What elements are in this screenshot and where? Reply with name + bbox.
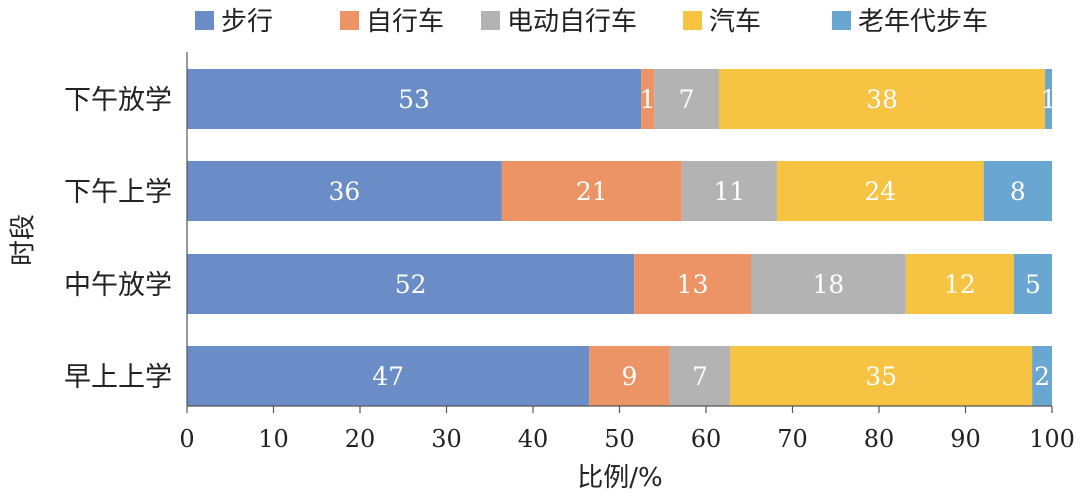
bar-segment-2-4 xyxy=(776,161,984,221)
data-label-3-1: 52 xyxy=(395,270,427,299)
bar-segment-1-5 xyxy=(1045,69,1052,129)
category-label-4: 早上上学 xyxy=(64,362,172,393)
bar-segment-4-5 xyxy=(1032,346,1052,406)
data-label-1-4: 38 xyxy=(866,85,898,114)
bar-segment-2-5 xyxy=(983,161,1052,221)
x-tick-label-8: 70 xyxy=(777,425,808,453)
data-label-3-2: 13 xyxy=(677,270,709,299)
category-label-2: 下午上学 xyxy=(64,177,172,208)
data-label-2-4: 24 xyxy=(864,177,896,206)
bar-segment-4-1 xyxy=(187,346,590,406)
data-label-3-5: 5 xyxy=(1025,270,1041,299)
x-tick-label-5: 40 xyxy=(518,425,549,453)
bar-segment-3-3 xyxy=(750,254,906,314)
bar-segment-1-4 xyxy=(718,69,1046,129)
data-label-4-2: 9 xyxy=(621,362,637,391)
bar-segment-4-4 xyxy=(730,346,1033,406)
x-tick-label-11: 100 xyxy=(1029,425,1075,453)
x-tick-label-9: 80 xyxy=(864,425,895,453)
bar-segment-1-1 xyxy=(187,69,642,129)
legend: 步行 自行车 电动自行车 汽车 老年代步车 xyxy=(195,7,988,37)
data-label-4-1: 47 xyxy=(372,362,404,391)
legend-label-1: 步行 xyxy=(221,7,273,37)
legend-swatch-5 xyxy=(832,11,851,30)
bar-segment-1-2 xyxy=(641,69,655,129)
legend-label-5: 老年代步车 xyxy=(858,7,988,37)
data-label-1-5: 1 xyxy=(1041,85,1057,114)
category-label-3: 中午放学 xyxy=(64,270,172,301)
legend-label-3: 电动自行车 xyxy=(507,7,637,37)
y-axis-title: 时段 xyxy=(9,214,39,266)
data-label-4-3: 7 xyxy=(692,362,708,391)
data-label-2-1: 36 xyxy=(329,177,361,206)
bar-segment-4-2 xyxy=(589,346,670,406)
bar-segment-3-1 xyxy=(187,254,635,314)
legend-swatch-2 xyxy=(340,11,359,30)
data-label-3-3: 18 xyxy=(812,270,844,299)
bar-segment-2-3 xyxy=(681,161,777,221)
legend-label-2: 自行车 xyxy=(366,7,444,37)
bar-segment-3-5 xyxy=(1013,254,1052,314)
x-axis: 0 10 20 30 40 50 60 70 80 90 100 xyxy=(179,52,1075,453)
legend-label-4: 汽车 xyxy=(709,7,761,37)
data-label-2-5: 8 xyxy=(1010,177,1026,206)
bar-segment-2-1 xyxy=(187,161,502,221)
data-label-3-4: 12 xyxy=(944,270,976,299)
data-label-4-4: 35 xyxy=(865,362,897,391)
data-label-1-1: 53 xyxy=(398,85,430,114)
bar-segment-1-3 xyxy=(654,69,719,129)
x-axis-title: 比例/% xyxy=(577,463,662,493)
legend-swatch-3 xyxy=(481,11,500,30)
x-tick-label-1: 0 xyxy=(179,425,194,453)
data-label-1-3: 7 xyxy=(679,85,695,114)
data-label-1-2: 1 xyxy=(640,85,656,114)
data-label-2-3: 11 xyxy=(713,177,745,206)
bar-segment-3-2 xyxy=(634,254,751,314)
data-label-4-5: 2 xyxy=(1034,362,1050,391)
x-tick-label-7: 60 xyxy=(691,425,722,453)
x-tick-label-10: 90 xyxy=(950,425,981,453)
data-label-2-2: 21 xyxy=(576,177,608,206)
x-tick-label-4: 30 xyxy=(431,425,462,453)
legend-swatch-1 xyxy=(195,11,214,30)
legend-swatch-4 xyxy=(683,11,702,30)
x-tick-label-3: 20 xyxy=(345,425,376,453)
x-tick-label-6: 50 xyxy=(604,425,635,453)
bar-segment-3-4 xyxy=(905,254,1014,314)
category-label-1: 下午放学 xyxy=(64,85,172,116)
x-tick-label-2: 10 xyxy=(258,425,289,453)
bar-segment-4-3 xyxy=(669,346,731,406)
bars: 53 1 7 38 136 21 11 24 852 13 18 12 547 9 7 35 2 xyxy=(187,69,1056,406)
bar-segment-2-2 xyxy=(501,161,682,221)
